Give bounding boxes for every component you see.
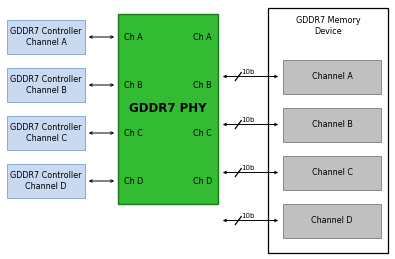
Text: GDDR7 Memory
Device: GDDR7 Memory Device [296,16,360,36]
Text: Channel A: Channel A [312,72,352,81]
Text: Ch C: Ch C [193,128,212,138]
Text: Ch A: Ch A [194,32,212,41]
Text: Channel B: Channel B [312,120,352,129]
Bar [283,204,381,238]
Text: Ch B: Ch B [194,81,212,90]
Text: Ch A: Ch A [124,32,143,41]
Text: Ch D: Ch D [124,176,143,185]
Text: 10b: 10b [242,164,255,170]
Text: GDDR7 PHY: GDDR7 PHY [129,103,207,116]
Text: 10b: 10b [242,117,255,123]
Bar [7,68,85,102]
Bar [283,60,381,93]
Bar [118,14,218,204]
Text: GDDR7 Controller
Channel A: GDDR7 Controller Channel A [10,27,82,47]
Text: Ch C: Ch C [124,128,143,138]
Text: GDDR7 Controller
Channel C: GDDR7 Controller Channel C [10,123,82,143]
Text: Ch D: Ch D [193,176,212,185]
Text: GDDR7 Controller
Channel D: GDDR7 Controller Channel D [10,171,82,191]
Bar [283,107,381,141]
Text: Ch B: Ch B [124,81,143,90]
Bar [7,20,85,54]
Text: GDDR7 Controller
Channel B: GDDR7 Controller Channel B [10,75,82,95]
Bar [7,164,85,198]
Text: Channel C: Channel C [312,168,352,177]
Bar [283,155,381,190]
Text: 10b: 10b [242,212,255,219]
Bar [7,116,85,150]
Text: 10b: 10b [242,68,255,75]
Bar [268,8,388,253]
Text: Channel D: Channel D [311,216,353,225]
